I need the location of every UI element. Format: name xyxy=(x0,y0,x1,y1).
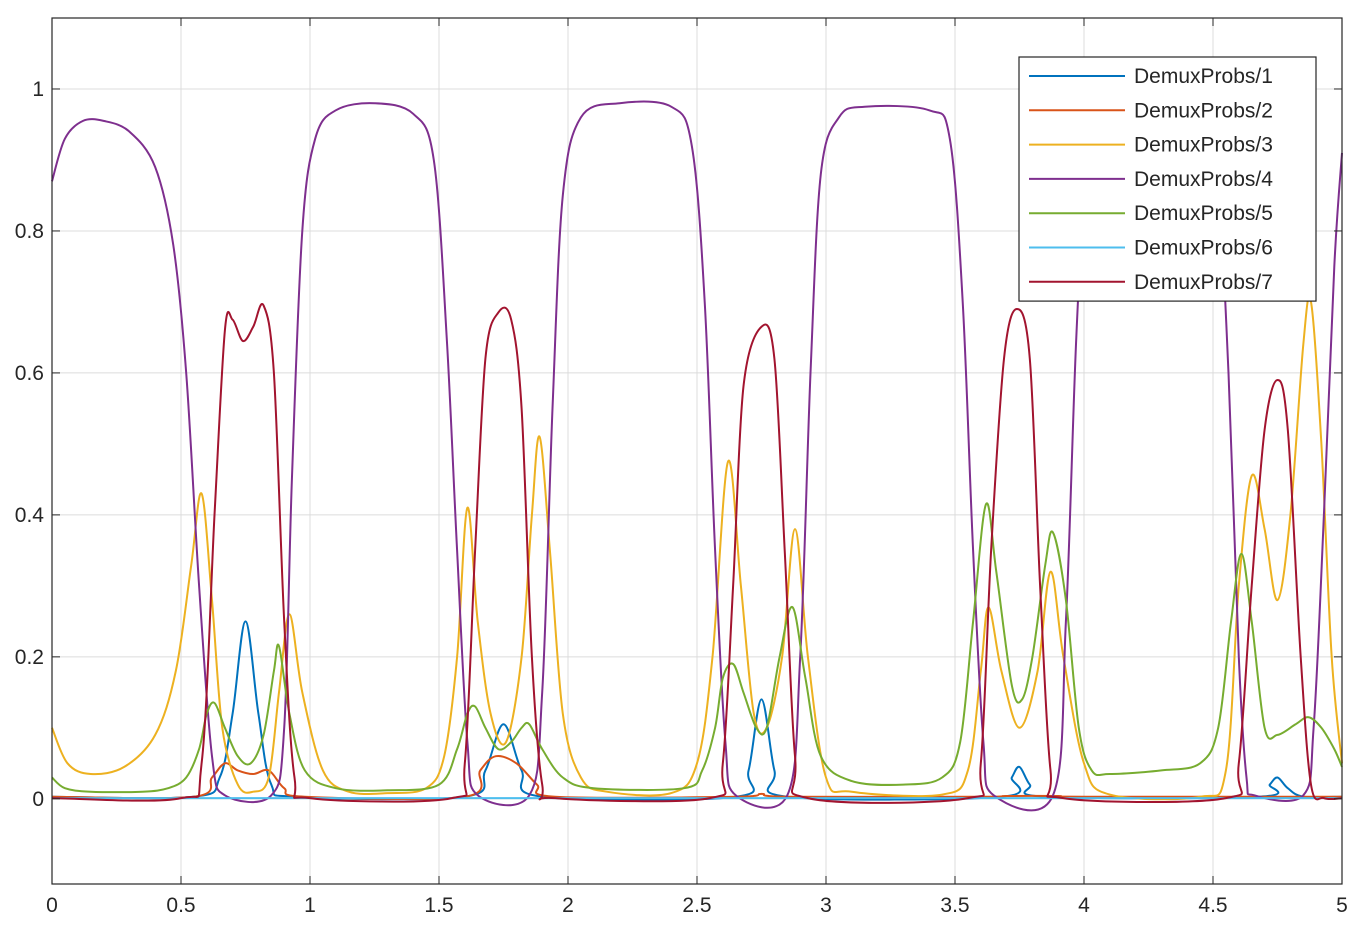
series-line-3 xyxy=(51,295,1343,801)
legend-label: DemuxProbs/4 xyxy=(1134,168,1273,191)
axis-ticks: 0 0.5 1 1.5 2 2.5 3 3.5 4 4.5 5 0 0.2 0.4 0.6 0.8 1 xyxy=(15,18,1348,917)
y-tick-label: 0 xyxy=(32,788,44,811)
y-tick-label: 1 xyxy=(32,78,44,101)
series-lines xyxy=(51,100,1343,812)
x-tick-label: 1.5 xyxy=(424,894,453,917)
series-line-2 xyxy=(51,754,1343,801)
series-line-7 xyxy=(51,302,1343,804)
y-tick-label: 0.8 xyxy=(15,220,44,243)
legend: DemuxProbs/1 DemuxProbs/2 DemuxProbs/3 Demu… xyxy=(1018,56,1317,302)
x-tick-label: 3.5 xyxy=(940,894,969,917)
x-tick-label: 1 xyxy=(304,894,316,917)
y-tick-label: 0.2 xyxy=(15,646,44,669)
legend-label: DemuxProbs/5 xyxy=(1134,202,1273,225)
x-tick-label: 5 xyxy=(1336,894,1348,917)
x-tick-label: 2.5 xyxy=(682,894,711,917)
x-tick-label: 4 xyxy=(1078,894,1090,917)
y-tick-label: 0.4 xyxy=(15,504,45,527)
legend-label: DemuxProbs/2 xyxy=(1134,99,1273,122)
x-tick-label: 0 xyxy=(46,894,58,917)
x-tick-label: 4.5 xyxy=(1198,894,1227,917)
x-tick-label: 0.5 xyxy=(166,894,195,917)
legend-label: DemuxProbs/1 xyxy=(1134,65,1273,88)
x-tick-label: 3 xyxy=(820,894,832,917)
x-tick-label: 2 xyxy=(562,894,574,917)
y-tick-label: 0.6 xyxy=(15,362,44,385)
legend-label: DemuxProbs/7 xyxy=(1134,271,1273,294)
legend-label: DemuxProbs/6 xyxy=(1134,237,1273,260)
series-line-5 xyxy=(51,502,1343,794)
legend-label: DemuxProbs/3 xyxy=(1134,134,1273,157)
